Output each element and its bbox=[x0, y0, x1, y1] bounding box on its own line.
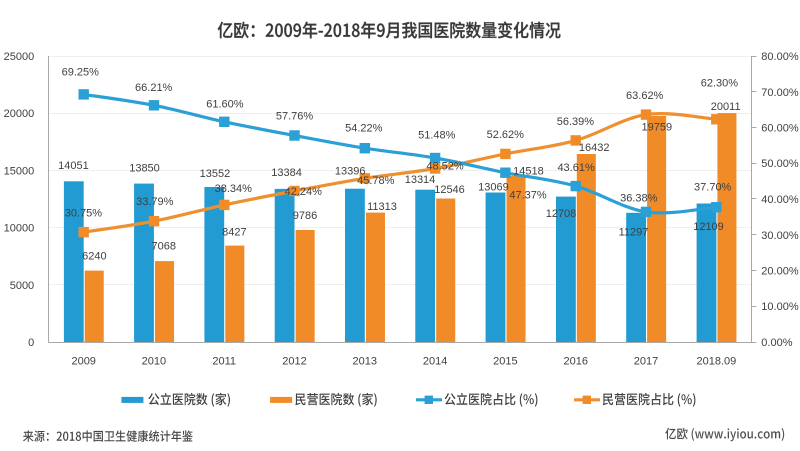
svg-text:25000: 25000 bbox=[4, 51, 35, 63]
svg-text:0.00%: 0.00% bbox=[761, 337, 792, 349]
svg-text:2018.09: 2018.09 bbox=[697, 356, 737, 368]
svg-text:30.00%: 30.00% bbox=[761, 230, 799, 242]
svg-text:36.38%: 36.38% bbox=[620, 192, 658, 204]
svg-text:45.78%: 45.78% bbox=[357, 175, 395, 187]
svg-text:2015: 2015 bbox=[493, 356, 517, 368]
svg-text:42.24%: 42.24% bbox=[285, 186, 323, 198]
svg-text:62.30%: 62.30% bbox=[701, 78, 739, 90]
svg-text:60.00%: 60.00% bbox=[761, 123, 799, 135]
svg-text:14518: 14518 bbox=[513, 165, 544, 177]
svg-text:15000: 15000 bbox=[4, 165, 35, 177]
svg-text:2014: 2014 bbox=[423, 356, 447, 368]
svg-text:19759: 19759 bbox=[642, 122, 673, 134]
svg-text:7068: 7068 bbox=[152, 241, 176, 253]
svg-text:14051: 14051 bbox=[58, 160, 89, 172]
svg-text:51.48%: 51.48% bbox=[418, 129, 456, 141]
svg-text:2017: 2017 bbox=[634, 356, 658, 368]
svg-text:70.00%: 70.00% bbox=[761, 87, 799, 99]
svg-text:9786: 9786 bbox=[293, 210, 317, 222]
svg-text:37.70%: 37.70% bbox=[694, 182, 732, 194]
svg-text:63.62%: 63.62% bbox=[626, 90, 664, 102]
svg-text:8427: 8427 bbox=[222, 226, 246, 238]
svg-text:20011: 20011 bbox=[711, 101, 741, 113]
svg-text:50.00%: 50.00% bbox=[761, 158, 799, 170]
svg-text:20000: 20000 bbox=[4, 108, 35, 120]
svg-text:2011: 2011 bbox=[212, 356, 236, 368]
svg-text:38.34%: 38.34% bbox=[215, 183, 253, 195]
svg-text:10.00%: 10.00% bbox=[761, 301, 799, 313]
svg-text:16432: 16432 bbox=[579, 142, 610, 154]
svg-text:61.60%: 61.60% bbox=[206, 99, 244, 111]
svg-text:2016: 2016 bbox=[564, 356, 588, 368]
svg-text:13384: 13384 bbox=[271, 167, 302, 179]
svg-text:13069: 13069 bbox=[478, 182, 509, 194]
svg-text:11297: 11297 bbox=[619, 227, 649, 239]
svg-text:12109: 12109 bbox=[693, 221, 724, 233]
svg-text:12708: 12708 bbox=[546, 208, 577, 220]
svg-text:47.37%: 47.37% bbox=[509, 190, 547, 202]
svg-text:11313: 11313 bbox=[367, 201, 397, 213]
svg-text:69.25%: 69.25% bbox=[62, 67, 100, 79]
svg-text:10000: 10000 bbox=[4, 223, 35, 235]
svg-text:66.21%: 66.21% bbox=[135, 82, 173, 94]
svg-text:12546: 12546 bbox=[434, 184, 465, 196]
svg-text:80.00%: 80.00% bbox=[761, 51, 799, 63]
svg-text:13396: 13396 bbox=[335, 166, 366, 178]
svg-text:20.00%: 20.00% bbox=[761, 266, 799, 278]
svg-text:48.52%: 48.52% bbox=[426, 161, 464, 173]
svg-text:43.61%: 43.61% bbox=[557, 162, 595, 174]
svg-text:13850: 13850 bbox=[129, 162, 160, 174]
svg-text:30.75%: 30.75% bbox=[65, 207, 103, 219]
svg-text:2013: 2013 bbox=[353, 356, 377, 368]
svg-text:5000: 5000 bbox=[10, 280, 34, 292]
svg-text:2012: 2012 bbox=[282, 356, 306, 368]
svg-text:2009: 2009 bbox=[71, 356, 95, 368]
svg-text:52.62%: 52.62% bbox=[487, 129, 525, 141]
svg-text:40.00%: 40.00% bbox=[761, 194, 799, 206]
svg-text:13314: 13314 bbox=[405, 174, 436, 186]
svg-text:0: 0 bbox=[28, 337, 34, 349]
svg-text:54.22%: 54.22% bbox=[345, 123, 383, 135]
svg-text:56.39%: 56.39% bbox=[557, 116, 595, 128]
svg-text:13552: 13552 bbox=[200, 168, 231, 180]
svg-text:33.79%: 33.79% bbox=[136, 196, 174, 208]
svg-text:57.76%: 57.76% bbox=[276, 111, 314, 123]
svg-text:6240: 6240 bbox=[82, 250, 106, 262]
svg-text:2010: 2010 bbox=[142, 356, 166, 368]
